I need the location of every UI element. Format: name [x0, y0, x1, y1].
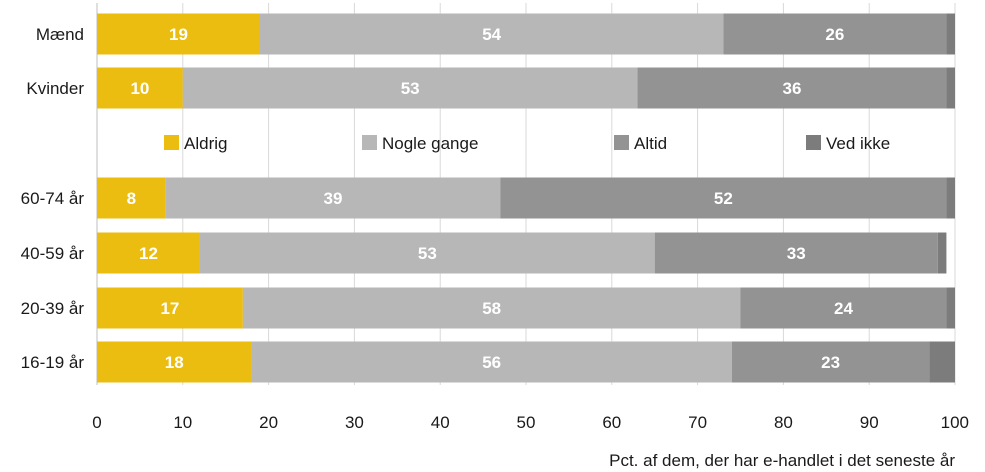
legend-swatch-aldrig — [164, 135, 179, 150]
bar-value-label: 12 — [139, 244, 158, 263]
bar-aldrig — [97, 341, 252, 383]
category-label: 60-74 år — [21, 189, 85, 208]
bar-value-label: 54 — [482, 25, 501, 44]
bar-aldrig — [97, 67, 183, 109]
bar-nogle-gange — [182, 67, 638, 109]
bar-value-label: 17 — [160, 299, 179, 318]
bar-aldrig — [97, 177, 166, 219]
legend-label-nogle-gange: Nogle gange — [382, 134, 478, 153]
legend-swatch-altid — [614, 135, 629, 150]
bar-ved-ikke — [929, 341, 955, 383]
category-label: Mænd — [36, 25, 84, 44]
bar-altid — [731, 341, 930, 383]
x-tick-label: 80 — [774, 413, 793, 432]
x-tick-label: 100 — [941, 413, 969, 432]
category-labels: Mænd Kvinder 60-74 år 40-59 år 20-39 år 16-19… — [21, 25, 85, 372]
bar-ved-ikke — [946, 13, 955, 55]
bar-value-label: 53 — [401, 79, 420, 98]
legend-label-ved-ikke: Ved ikke — [826, 134, 890, 153]
bar-aldrig — [97, 232, 200, 274]
bar-value-label: 53 — [418, 244, 437, 263]
legend-label-aldrig: Aldrig — [184, 134, 227, 153]
bars: 19 54 26 10 53 36 8 39 52 12 53 33 17 58 24 18 56 23 — [97, 13, 955, 383]
x-axis-label: Pct. af dem, der har e-handlet i det sen… — [609, 451, 955, 470]
bar-value-label: 36 — [783, 79, 802, 98]
bar-altid — [637, 67, 947, 109]
bar-value-label: 26 — [825, 25, 844, 44]
bar-altid — [740, 287, 947, 329]
bar-aldrig — [97, 287, 243, 329]
bar-nogle-gange — [242, 287, 741, 329]
x-tick-label: 90 — [860, 413, 879, 432]
bar-nogle-gange — [165, 177, 501, 219]
bar-ved-ikke — [946, 287, 955, 329]
bar-ved-ikke — [946, 177, 955, 219]
bar-value-label: 19 — [169, 25, 188, 44]
legend-swatch-ved-ikke — [806, 135, 821, 150]
x-tick-label: 70 — [688, 413, 707, 432]
category-label: 20-39 år — [21, 299, 85, 318]
bar-value-label: 56 — [482, 353, 501, 372]
bar-nogle-gange — [260, 13, 724, 55]
x-tick-label: 30 — [345, 413, 364, 432]
x-tick-label: 50 — [517, 413, 536, 432]
bar-value-label: 33 — [787, 244, 806, 263]
bar-altid — [723, 13, 947, 55]
bar-value-label: 23 — [821, 353, 840, 372]
x-tick-label: 10 — [173, 413, 192, 432]
x-tick-label: 60 — [602, 413, 621, 432]
bar-aldrig — [97, 13, 261, 55]
bar-altid — [654, 232, 938, 274]
legend: Aldrig Nogle gange Altid Ved ikke — [164, 134, 890, 153]
bar-ved-ikke — [937, 232, 947, 274]
bar-altid — [500, 177, 947, 219]
bar-value-label: 58 — [482, 299, 501, 318]
x-axis-ticks: 0 10 20 30 40 50 60 70 80 90 100 — [92, 413, 969, 432]
x-tick-label: 40 — [431, 413, 450, 432]
bar-value-label: 52 — [714, 189, 733, 208]
x-tick-label: 20 — [259, 413, 278, 432]
bar-value-label: 8 — [127, 189, 136, 208]
x-tick-label: 0 — [92, 413, 101, 432]
bar-value-label: 24 — [834, 299, 853, 318]
legend-swatch-nogle-gange — [362, 135, 377, 150]
category-label: 40-59 år — [21, 244, 85, 263]
legend-label-altid: Altid — [634, 134, 667, 153]
bar-nogle-gange — [199, 232, 655, 274]
bar-nogle-gange — [251, 341, 732, 383]
category-label: Kvinder — [26, 79, 84, 98]
bar-value-label: 39 — [323, 189, 342, 208]
bar-value-label: 10 — [130, 79, 149, 98]
bar-value-label: 18 — [165, 353, 184, 372]
bar-ved-ikke — [946, 67, 955, 109]
category-label: 16-19 år — [21, 353, 85, 372]
